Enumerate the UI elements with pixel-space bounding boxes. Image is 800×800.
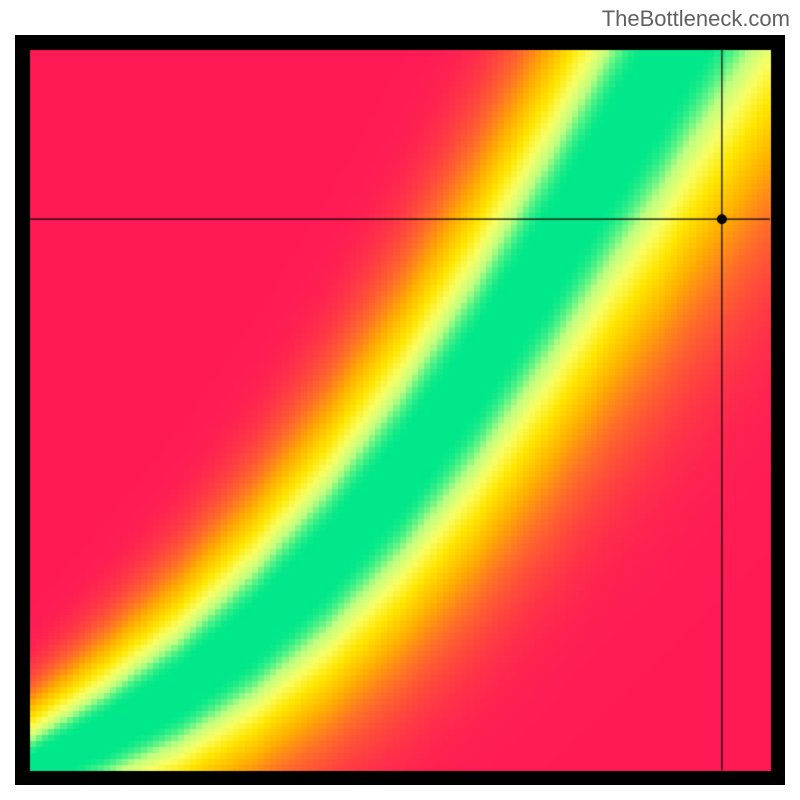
watermark-text: TheBottleneck.com [602,6,790,32]
plot-frame [15,35,785,785]
crosshair-overlay [15,35,785,785]
chart-container: TheBottleneck.com [0,0,800,800]
